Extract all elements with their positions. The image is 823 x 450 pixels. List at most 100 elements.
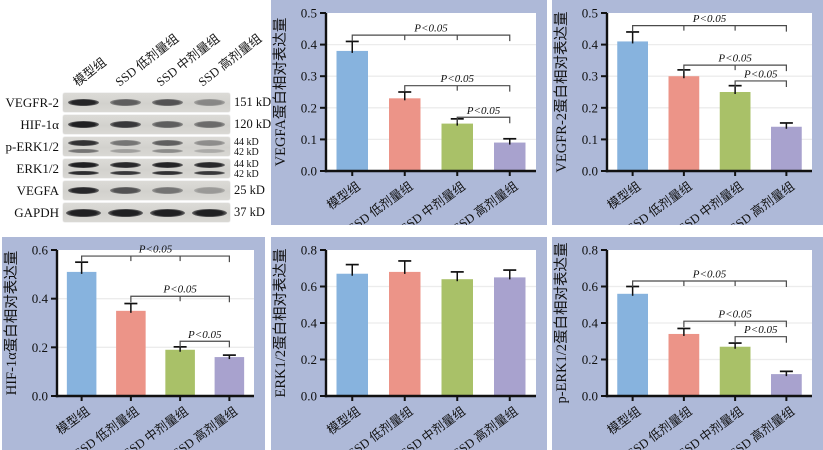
y-axis-title: ERK1/2蛋白相对表达量 [272,248,289,397]
blot-protein-label: VEGFR-2 [5,95,59,110]
y-axis-title: HIF-1α蛋白相对表达量 [3,251,20,396]
blot-kd-label: 37 kD [234,205,265,219]
x-category-label: 模型组 [54,404,93,437]
blot-band [193,99,225,106]
significance-bracket [734,80,787,87]
y-tick-label: 0.4 [582,37,599,52]
blot-strip [63,181,230,200]
y-tick-label: 0.8 [582,243,598,258]
western-blot-panel: 模型组 SSD 低剂量组 SSD 中剂量组 SSD 高剂量组 VEGFR-2 151 kD… [0,0,272,225]
significance-bracket [179,340,230,348]
blot-band [68,121,100,128]
y-tick-label: 0.3 [301,69,317,84]
blot-kd-label: 25 kD [234,183,265,197]
y-tick-label: 0.8 [301,243,317,258]
blot-band [110,148,142,153]
blot-band [110,162,142,168]
blot-group-label: 模型组 [70,55,109,90]
bar-模型组 [617,41,648,171]
vegfr2-chart-panel: 0.0 0.1 0.2 0.3 0.4 0.5 模型组 SSD 低剂量组 SSD 中剂量组 SSD… [552,0,823,235]
significance-bracket [632,25,787,32]
y-tick-label: 0.6 [582,279,599,294]
blot-band [151,140,183,146]
blot-band [68,170,100,175]
bar-SSD 中剂量组 [719,346,751,396]
y-tick-label: 0.5 [582,6,598,21]
bar-SSD 低剂量组 [389,271,421,396]
x-category-label: 模型组 [605,179,644,212]
blot-band [110,187,142,194]
y-tick-label: 0.0 [301,164,317,179]
erk12-chart-panel: 0.0 0.2 0.4 0.6 0.8 模型组 SSD 低剂量组 SSD 中剂量组 SSD 高剂… [271,237,547,450]
blot-protein-label: p-ERK1/2 [5,139,59,154]
blot-kd-label: 120 kD [234,117,272,131]
blot-band [151,121,183,128]
y-tick-label: 0.2 [582,100,598,115]
significance-bracket [456,116,511,124]
blot-band [151,148,183,153]
significance-bracket [683,320,787,328]
bar-模型组 [617,293,648,396]
y-tick-label: 0.2 [301,352,317,367]
blot-strip [63,115,230,134]
blot-protein-label: GAPDH [14,205,59,220]
y-tick-label: 0.2 [301,100,317,115]
bar-SSD 中剂量组 [165,349,195,396]
y-tick-label: 0.0 [582,164,598,179]
bar-SSD 高剂量组 [494,277,526,396]
y-tick-label: 0.0 [32,389,48,404]
blot-band [193,140,225,146]
significance-label: P<0.05 [187,329,222,341]
blot-strip [63,93,230,112]
x-category-label: 模型组 [324,179,363,212]
x-category-label: 模型组 [605,404,644,437]
blot-protein-label: ERK1/2 [16,161,59,176]
blot-band [68,140,100,146]
bar-SSD 低剂量组 [668,333,700,396]
significance-label: P<0.05 [413,23,448,35]
bar-SSD 中剂量组 [441,279,473,396]
blot-band [68,148,100,153]
y-tick-label: 0.2 [582,352,598,367]
significance-label: P<0.05 [717,53,752,65]
bar-SSD 低剂量组 [668,76,700,171]
bar-SSD 高剂量组 [494,142,526,171]
blot-strip [63,159,230,178]
blot-protein-label: VEGFA [16,183,59,198]
bar-SSD 中剂量组 [719,92,751,171]
significance-label: P<0.05 [692,13,727,25]
blot-band [193,162,225,168]
y-tick-label: 0.4 [582,316,599,331]
y-axis-title: p-ERK1/2蛋白相对表达量 [553,242,570,403]
blot-band [110,140,142,146]
bar-模型组 [336,50,368,171]
bar-SSD 高剂量组 [214,357,245,396]
significance-bracket [351,34,511,42]
perk12-chart-panel: 0.0 0.2 0.4 0.6 0.8 模型组 SSD 低剂量组 SSD 中剂量组 SSD 高剂… [552,237,823,450]
blot-band [193,121,225,128]
bar-SSD 高剂量组 [771,374,802,396]
vegfa-chart-panel: 0.0 0.1 0.2 0.3 0.4 0.5 模型组 SSD 低剂量组 SSD 中剂量组 SSD… [271,0,547,235]
significance-bracket [81,255,230,263]
blot-band [110,170,142,175]
y-tick-label: 0.6 [32,243,49,258]
significance-label: P<0.05 [692,269,727,281]
significance-bracket [632,280,787,288]
y-tick-label: 0.0 [582,389,598,404]
y-axis-title: VEGFR-2蛋白相对表达量 [553,11,570,172]
y-tick-label: 0.1 [582,132,598,147]
blot-band [68,99,100,106]
significance-label: P<0.05 [138,244,173,256]
significance-label: P<0.05 [717,309,752,321]
bar-SSD 高剂量组 [771,126,802,171]
y-tick-label: 0.3 [582,69,598,84]
blot-band [151,99,183,106]
blot-kd-label: 44 kD 42 kD [234,159,259,180]
significance-bracket [130,295,230,303]
y-tick-label: 0.0 [301,389,317,404]
